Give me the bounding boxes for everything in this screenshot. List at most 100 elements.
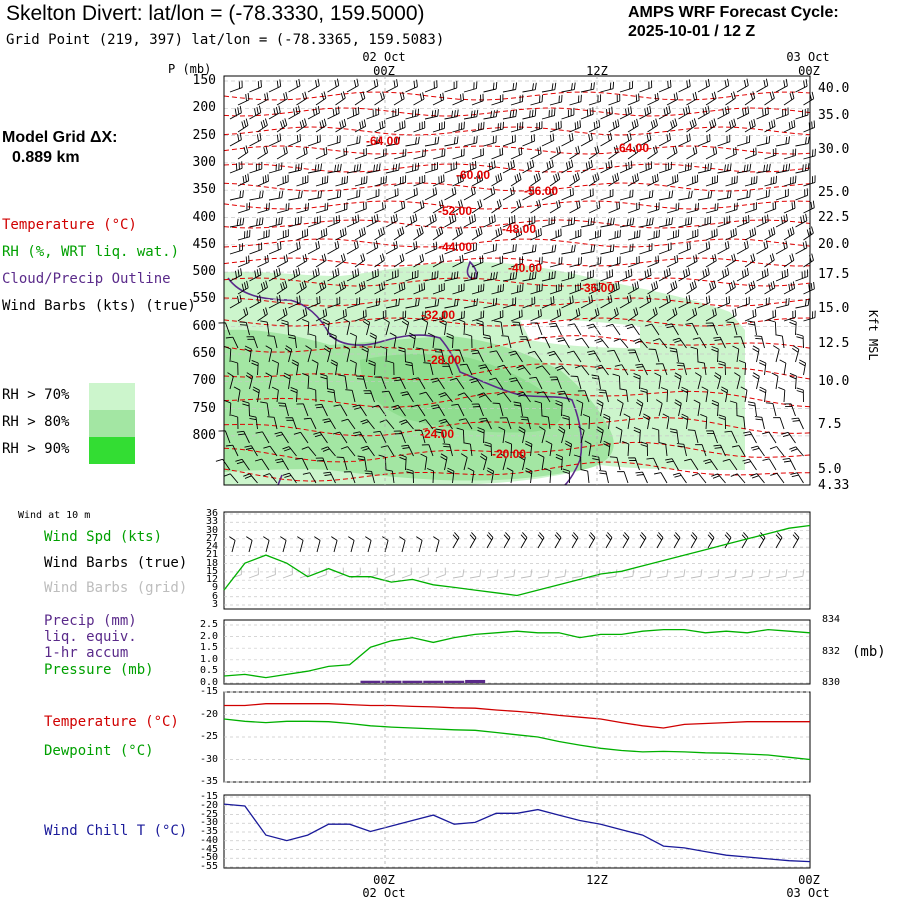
wind-barb	[502, 271, 518, 282]
wind-barb	[398, 346, 406, 363]
wind-barb	[569, 145, 581, 160]
wind-barb	[569, 120, 581, 133]
wind-barb	[260, 320, 270, 336]
wind-barb	[385, 79, 399, 93]
wind-barb	[457, 392, 473, 403]
wind10m-title: Wind at 10 m	[18, 510, 91, 521]
wind-barb	[268, 190, 284, 201]
wind-barb	[750, 473, 765, 484]
wind-barb	[718, 360, 726, 376]
wind-barb	[243, 473, 258, 484]
wind-barb	[307, 296, 321, 309]
wind-barb	[333, 404, 348, 417]
wind-barb	[335, 147, 348, 160]
wind-barb	[764, 148, 777, 160]
wind-barb	[229, 243, 244, 255]
wind-barb	[393, 148, 407, 160]
wind-barb	[655, 363, 668, 376]
wind-barb	[658, 190, 674, 201]
wind-barb	[561, 270, 575, 282]
wind-barb	[666, 145, 678, 160]
wind-barb	[674, 372, 682, 390]
wind-barb	[792, 345, 800, 363]
wind-barb	[518, 453, 526, 471]
wind-barb	[580, 132, 593, 147]
wind-barb	[736, 215, 750, 228]
wind-barb	[666, 307, 678, 322]
wind-barb	[639, 243, 653, 255]
wind-barb	[483, 334, 492, 349]
wind-barb	[353, 431, 367, 444]
wind-barb	[775, 214, 788, 228]
pr-grid-tick-1-5: 1.5	[199, 642, 218, 654]
wind-barb	[673, 532, 681, 549]
wind-barb	[662, 413, 670, 430]
wind-barb	[237, 173, 250, 187]
wind-barb	[764, 201, 777, 214]
wind-barb	[744, 309, 757, 322]
wind-barb	[296, 202, 309, 214]
precip-panel	[223, 619, 811, 685]
wind-barb	[711, 473, 726, 484]
wind-barb	[627, 93, 640, 106]
wind-barb	[385, 269, 399, 282]
wind-barb	[580, 159, 593, 174]
wind-barb	[366, 297, 381, 309]
wind10m-grid	[224, 513, 810, 606]
wind-barb	[665, 458, 679, 471]
wind-barb	[673, 569, 686, 579]
wind-barb	[338, 374, 348, 390]
wind-barb	[647, 307, 658, 322]
wind-barb	[775, 136, 790, 147]
wind-barb	[522, 244, 537, 255]
wind-barb	[775, 107, 789, 120]
wind-barb	[268, 267, 281, 282]
w10-grid-tick-6: 6	[211, 590, 218, 602]
wind-barb	[229, 217, 245, 228]
wind-barb	[627, 307, 639, 322]
sounding-frame	[223, 75, 811, 486]
wind-barb	[588, 307, 600, 322]
wind-barb	[489, 350, 504, 363]
wind-barb	[296, 175, 309, 187]
wind-barb	[229, 132, 242, 147]
wind-barb	[236, 430, 250, 444]
wind-barb	[771, 372, 779, 390]
wind-barb	[369, 332, 377, 349]
wind-barb	[346, 163, 362, 174]
wind-barb	[441, 363, 453, 376]
precip-liq-legend: liq. equiv.	[44, 629, 137, 645]
wind-barb	[541, 159, 554, 174]
wind-barb	[374, 376, 387, 390]
temperature-contour	[223, 363, 811, 381]
forecast-cycle-value: 2025-10-01 / 12 Z	[628, 23, 756, 40]
wind-barb	[519, 336, 531, 349]
wind-barb	[229, 105, 242, 120]
wind-barb	[705, 118, 717, 133]
temperature-label: -60.00	[456, 168, 490, 182]
wind-barb	[758, 569, 771, 579]
temperature-line	[224, 703, 810, 729]
wind-barb	[789, 372, 797, 390]
wind-barb	[633, 338, 648, 349]
wind-barb	[268, 133, 282, 147]
wind-barb	[756, 214, 769, 228]
wind-barb	[555, 365, 570, 376]
wind-barb	[522, 215, 536, 228]
wind-barb	[434, 348, 445, 363]
wind-barb	[374, 148, 387, 160]
wind-barb	[224, 399, 232, 417]
wind-barb	[399, 536, 406, 553]
wind-barb	[736, 240, 749, 255]
wind-barb	[697, 216, 712, 228]
wind-barb	[327, 388, 336, 403]
wind-barb	[271, 386, 279, 403]
wind-barb	[393, 200, 406, 214]
wind-barb	[639, 190, 654, 201]
w10-grid-tick-3: 3	[211, 599, 218, 610]
pr-grid-tick-2-5: 2.5	[199, 619, 218, 630]
wind-barb	[383, 318, 390, 336]
wind-barb	[452, 349, 465, 363]
wind-barb	[480, 453, 488, 471]
wind-barb	[373, 430, 387, 444]
